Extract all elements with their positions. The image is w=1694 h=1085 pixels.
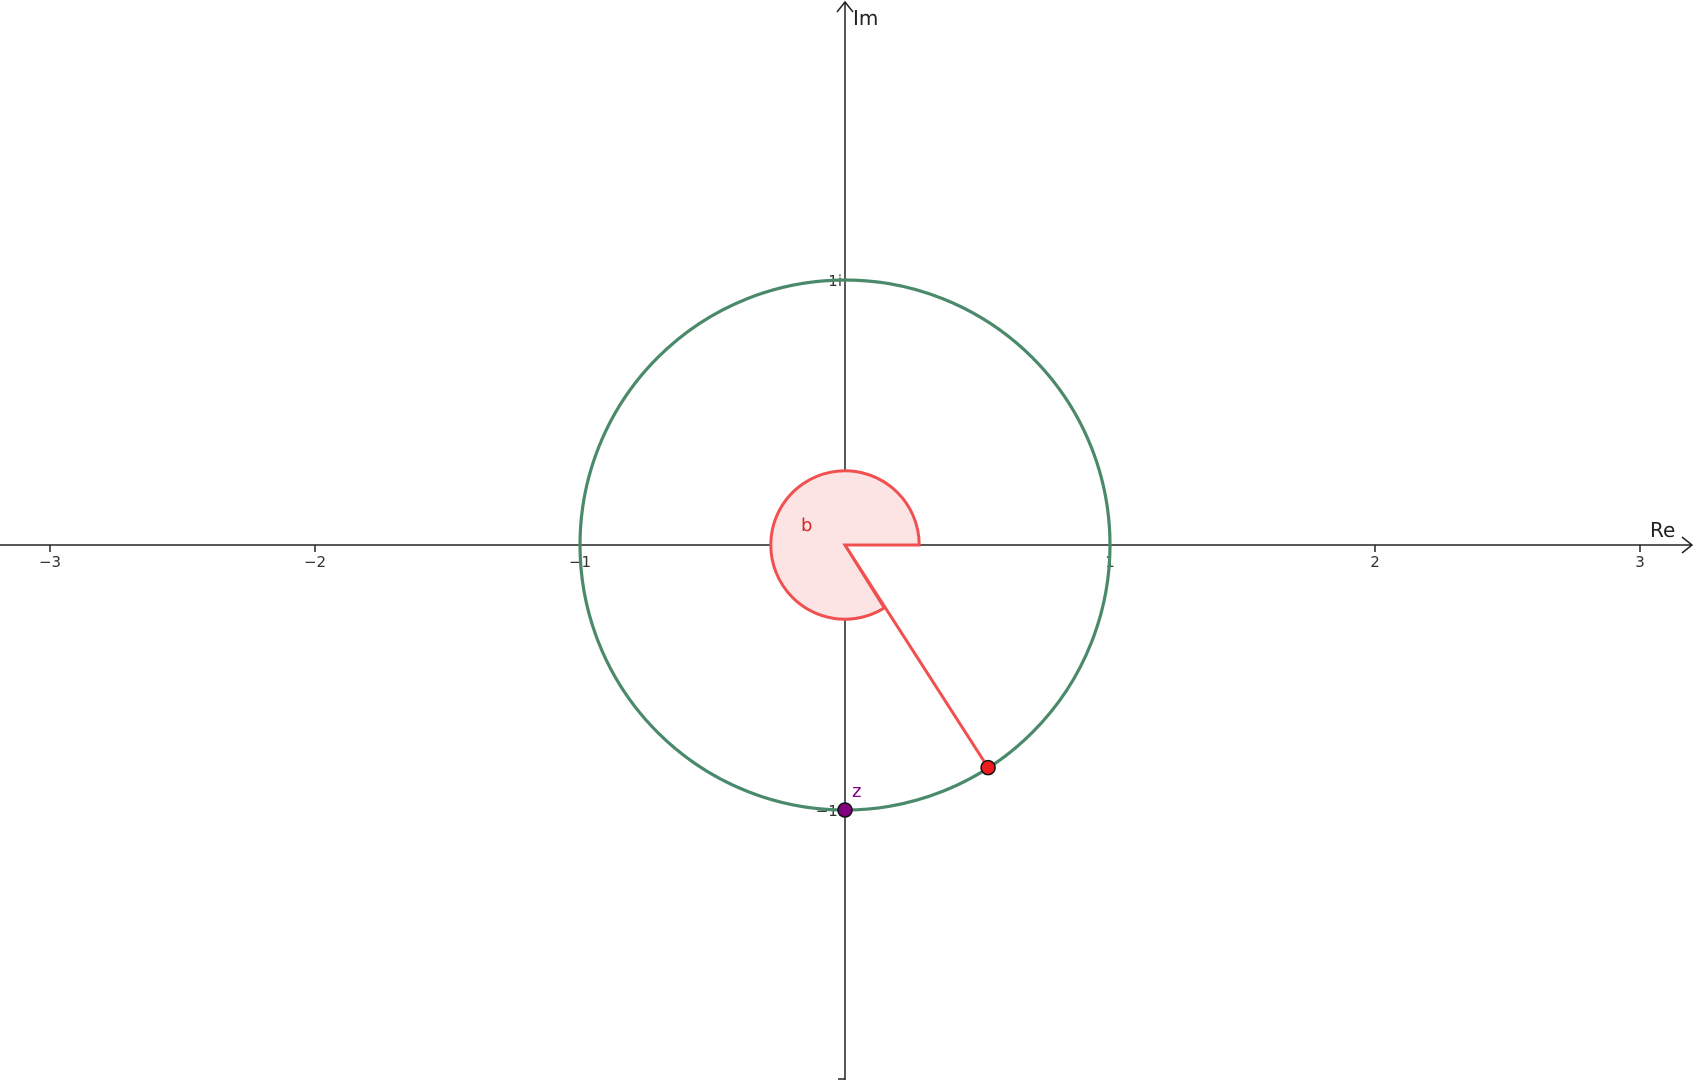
x-tick-label: 2	[1370, 553, 1380, 571]
imaginary-axis-arrow-icon	[836, 0, 854, 13]
real-axis-label: Re	[1650, 518, 1675, 542]
real-axis-arrow-icon	[1681, 536, 1694, 554]
x-tick-label: −3	[39, 553, 61, 571]
axis-ticks: −3 −2 −1 1 2 31i−1i	[39, 272, 1645, 1080]
imaginary-axis-label: Im	[853, 6, 878, 30]
red-point[interactable]	[980, 759, 996, 776]
radius-segment[interactable]	[843, 544, 990, 769]
point-z[interactable]	[837, 802, 853, 818]
point-z-label: z	[852, 781, 861, 802]
x-tick-label: −2	[304, 553, 326, 571]
x-tick-label: 3	[1635, 553, 1645, 571]
angle-b-label: b	[801, 515, 812, 536]
